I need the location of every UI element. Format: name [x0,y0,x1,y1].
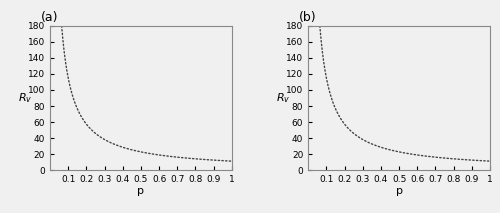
Y-axis label: $R_v$: $R_v$ [18,91,32,105]
Text: (b): (b) [299,11,316,24]
X-axis label: p: p [396,186,402,196]
Y-axis label: $R_v$: $R_v$ [276,91,290,105]
Text: (a): (a) [41,11,58,24]
X-axis label: p: p [138,186,144,196]
